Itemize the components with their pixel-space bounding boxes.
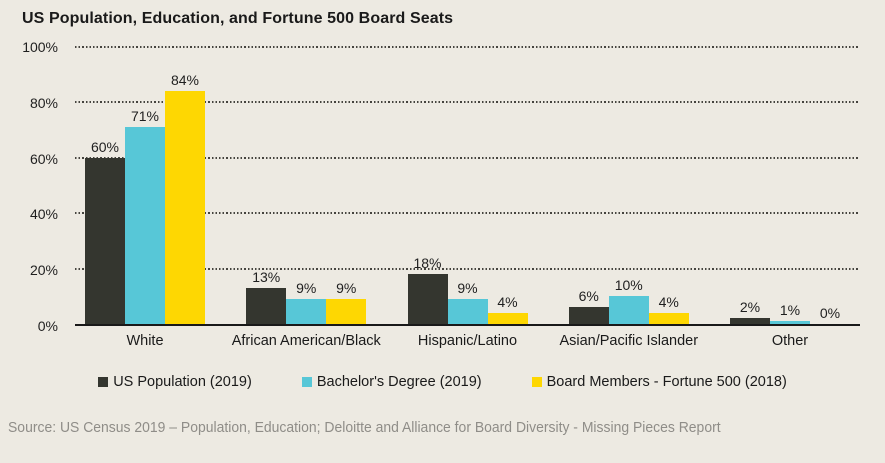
bar-group: 13% 9% 9% <box>246 47 367 324</box>
legend-label: Bachelor's Degree (2019) <box>316 374 482 390</box>
bar-value-label: 84% <box>170 72 200 89</box>
bar-value-label: 4% <box>497 293 518 310</box>
bar-group: 6% 10% 4% <box>568 47 689 324</box>
bar <box>648 312 689 324</box>
bar <box>85 157 125 324</box>
bar <box>326 299 367 324</box>
legend-item: US Population (2019) <box>98 374 252 390</box>
x-axis-label-slot: White <box>85 333 205 349</box>
bar-slot: 1% <box>770 47 810 324</box>
bar-slot: 9% <box>447 47 488 324</box>
bar-value-label: 9% <box>296 280 317 297</box>
gridline <box>75 267 860 270</box>
x-axis-label-slot: African American/Black <box>232 333 381 349</box>
bar <box>770 321 810 324</box>
bar-slot: 9% <box>286 47 327 324</box>
bar <box>568 307 609 324</box>
bar-value-label: 9% <box>457 280 478 297</box>
legend-label: Board Members - Fortune 500 (2018) <box>546 374 787 390</box>
bar-slot: 18% <box>407 47 448 324</box>
bar-group: 60% 71% 84% <box>85 47 205 324</box>
y-axis: 0% 20% 40% 60% 80% 100% <box>0 40 58 333</box>
bar-slot: 4% <box>487 47 528 324</box>
category-label: Other <box>771 333 809 349</box>
y-axis-tick-label: 0% <box>37 318 58 334</box>
y-axis-tick-label: 20% <box>29 262 58 279</box>
x-axis-label-slot: Other <box>730 333 850 349</box>
y-axis-tick-label: 40% <box>29 206 58 223</box>
bar-value-label: 10% <box>614 277 643 294</box>
category-label: African American/Black <box>231 333 381 349</box>
category-label: Asian/Pacific Islander <box>559 333 699 349</box>
bar <box>246 288 287 324</box>
legend-label: US Population (2019) <box>113 374 252 390</box>
bar <box>487 312 528 324</box>
bar-groups: 60% 71% 84% 13% 9% 9% 18% 9% 4% 6% 10% 4% 2% 1% 0% <box>75 47 860 324</box>
x-axis-label-slot: Asian/Pacific Islander <box>559 333 698 349</box>
category-label: Hispanic/Latino <box>417 333 518 349</box>
bar-value-label: 9% <box>336 280 357 297</box>
chart-title: US Population, Education, and Fortune 50… <box>22 10 454 27</box>
legend-marker <box>98 377 109 387</box>
bar-value-label: 0% <box>819 305 841 321</box>
legend-item: Board Members - Fortune 500 (2018) <box>531 374 787 390</box>
bar-value-label: 60% <box>90 138 120 155</box>
bar-value-label: 2% <box>739 299 761 316</box>
bar-slot: 0% <box>810 47 850 324</box>
bar-value-label: 13% <box>252 269 281 285</box>
bar-slot: 4% <box>648 47 689 324</box>
bar-slot: 2% <box>730 47 770 324</box>
bar-value-label: 71% <box>130 108 160 125</box>
bar <box>286 299 327 324</box>
gridline <box>75 46 860 48</box>
source-note: Source: US Census 2019 – Population, Edu… <box>8 419 721 436</box>
legend-item: Bachelor's Degree (2019) <box>301 374 482 390</box>
bar-value-label: 4% <box>658 293 679 310</box>
bar-slot: 9% <box>326 47 367 324</box>
bar-value-label: 1% <box>779 302 801 319</box>
gridline <box>75 212 860 215</box>
bar-slot: 6% <box>568 47 609 324</box>
x-axis: White African American/Black Hispanic/Lati… <box>75 333 860 349</box>
plot-area: 60% 71% 84% 13% 9% 9% 18% 9% 4% 6% 10% 4% 2% 1% 0% <box>75 46 860 326</box>
bar-value-label: 6% <box>578 288 599 305</box>
gridline <box>75 156 860 159</box>
bar-slot: 71% <box>125 47 165 324</box>
y-axis-tick-label: 100% <box>22 39 58 55</box>
category-label: White <box>126 333 164 349</box>
gridline <box>75 101 860 104</box>
legend-marker <box>301 377 312 387</box>
y-axis-tick-label: 80% <box>29 94 58 111</box>
bar-slot: 60% <box>85 47 125 324</box>
bar <box>165 91 205 324</box>
bar <box>125 127 165 324</box>
bar <box>608 296 649 324</box>
bar-group: 2% 1% 0% <box>730 47 850 324</box>
bar-slot: 84% <box>165 47 205 324</box>
bar-group: 18% 9% 4% <box>407 47 528 324</box>
legend-marker <box>531 377 542 387</box>
bar <box>730 318 770 324</box>
bar-slot: 13% <box>246 47 287 324</box>
bar-value-label: 18% <box>413 255 442 272</box>
x-axis-label-slot: Hispanic/Latino <box>408 333 528 349</box>
legend: US Population (2019) Bachelor's Degree (2… <box>0 374 885 390</box>
bar-slot: 10% <box>608 47 649 324</box>
y-axis-tick-label: 60% <box>29 150 58 167</box>
bar <box>447 299 488 324</box>
bar <box>407 274 448 324</box>
